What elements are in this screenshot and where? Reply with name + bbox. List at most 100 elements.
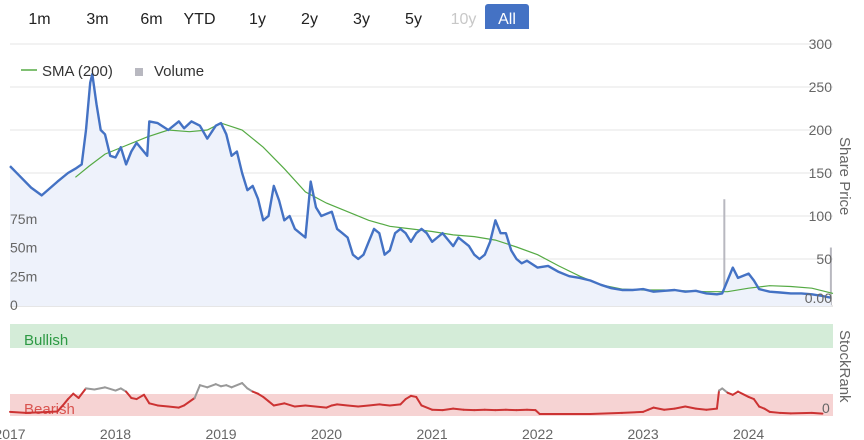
stockrank-segment xyxy=(262,395,270,403)
stockrank-segment xyxy=(620,410,645,414)
date-tick-label: 2023 xyxy=(627,426,658,440)
bullish-label: Bullish xyxy=(24,332,68,349)
stockrank-segment xyxy=(388,403,402,407)
stockrank-segment xyxy=(241,382,249,390)
stockrank-segment xyxy=(283,402,296,408)
volume-legend-swatch xyxy=(135,68,143,76)
stockrank-segment xyxy=(206,383,217,389)
stockrank-segment xyxy=(67,392,75,401)
volume-legend-label: Volume xyxy=(154,63,204,80)
stockrank-segment xyxy=(93,386,106,391)
date-tick-label: 2018 xyxy=(100,426,131,440)
legend: SMA (200) Volume xyxy=(21,63,204,80)
stockrank-segment xyxy=(256,392,265,398)
stockrank-segment xyxy=(810,411,824,415)
stockrank-segment xyxy=(156,404,170,408)
stockrank-segment xyxy=(663,407,676,411)
stockrank-segment xyxy=(346,404,360,408)
stockrank-segment xyxy=(415,395,423,407)
date-tick-label: 2020 xyxy=(311,426,342,440)
date-tick-label: 2022 xyxy=(522,426,553,440)
date-tick-label: 2024 xyxy=(733,426,764,440)
stockrank-segment xyxy=(267,400,275,407)
stockrank-line xyxy=(9,382,824,415)
stockrank-segment xyxy=(763,407,771,413)
bullish-band xyxy=(10,324,833,348)
volume-bar xyxy=(723,199,726,305)
bearish-label: Bearish xyxy=(24,401,75,418)
stockrank-segment xyxy=(452,407,465,411)
stockrank-segment xyxy=(9,410,27,414)
stockrank-segment xyxy=(378,403,391,407)
stockrank-segment xyxy=(84,387,96,391)
range-button-3m[interactable]: 3m xyxy=(86,11,109,28)
price-tick-label: 200 xyxy=(809,122,833,138)
stockrank-segment xyxy=(721,387,729,394)
stockrank-segment xyxy=(230,382,244,389)
stockrank-segment xyxy=(399,398,407,406)
date-tick-label: 2017 xyxy=(0,426,26,440)
stockrank-segment xyxy=(441,407,455,412)
range-button-1m[interactable]: 1m xyxy=(28,11,51,28)
price-tick-label: 300 xyxy=(809,36,833,52)
stockrank-segment xyxy=(357,404,370,408)
stockrank-segment xyxy=(420,404,434,411)
sma-legend-label: SMA (200) xyxy=(42,63,113,80)
price-tick-label: 0.00 xyxy=(805,290,832,306)
stockrank-segment xyxy=(198,384,209,389)
stockrank-segment xyxy=(143,393,151,405)
range-button-3y[interactable]: 3y xyxy=(353,11,370,28)
stockrank-segment xyxy=(167,405,180,409)
stockrank-segment xyxy=(694,407,708,411)
price-tick-label: 150 xyxy=(809,165,833,181)
stockrank-segment xyxy=(737,390,750,398)
volume-tick-label: 25m xyxy=(10,268,37,284)
stockrank-segment xyxy=(135,393,146,401)
volume-tick-label: 0 xyxy=(10,297,18,313)
price-axis-title: Share Price xyxy=(836,137,853,215)
range-button-1y[interactable]: 1y xyxy=(249,11,266,28)
date-tick-label: 2021 xyxy=(416,426,447,440)
price-tick-label: 250 xyxy=(809,79,833,95)
stockrank-segment xyxy=(673,405,687,410)
stockrank-segment xyxy=(56,404,64,413)
stockrank-segment xyxy=(125,390,133,399)
price-axis-ticks: 300 250 200 150 100 50 0.00 xyxy=(805,36,832,306)
share-price-line xyxy=(9,72,832,299)
range-button-10y: 10y xyxy=(450,11,477,28)
price-tick-label: 100 xyxy=(809,208,833,224)
stockrank-axis-title: StockRank xyxy=(836,330,853,403)
volume-tick-label: 50m xyxy=(10,240,37,256)
stockrank-segment xyxy=(193,384,201,399)
stockrank-segment xyxy=(119,387,128,393)
volume-axis-ticks: 75m 50m 25m 0 xyxy=(10,211,37,313)
stockrank-segment xyxy=(103,386,117,392)
stockrank-segment xyxy=(589,411,623,415)
volume-bar xyxy=(829,247,832,305)
stockrank-segment xyxy=(684,405,697,410)
stockrank-segment xyxy=(715,389,721,410)
stockrank-segment xyxy=(705,407,718,411)
range-button-2y[interactable]: 2y xyxy=(301,11,318,28)
stockrank-segment xyxy=(61,398,70,407)
stockrank-segment xyxy=(246,387,254,393)
stockrank-segment xyxy=(293,404,307,408)
stockrank-segment xyxy=(24,411,43,414)
stockrank-segment xyxy=(304,404,328,409)
range-button-ytd[interactable]: YTD xyxy=(183,11,216,28)
stockrank-segment xyxy=(731,390,740,396)
stockrank-zero-label: 0 xyxy=(822,400,830,416)
date-tick-label: 2019 xyxy=(205,426,236,440)
stockrank-segment xyxy=(272,402,286,407)
stockrank-segment xyxy=(768,410,782,414)
range-button-6m[interactable]: 6m xyxy=(140,11,163,28)
price-area-fill xyxy=(10,74,831,306)
date-axis-ticks: 2017 2018 2019 2020 2021 2022 2023 2024 xyxy=(0,426,764,440)
stockrank-segment xyxy=(40,410,59,414)
stockrank-segment xyxy=(752,398,761,408)
stockrank-segment xyxy=(77,387,87,399)
volume-tick-label: 75m xyxy=(10,211,37,227)
range-button-5y[interactable]: 5y xyxy=(405,11,422,28)
stockrank-segment xyxy=(148,402,159,407)
